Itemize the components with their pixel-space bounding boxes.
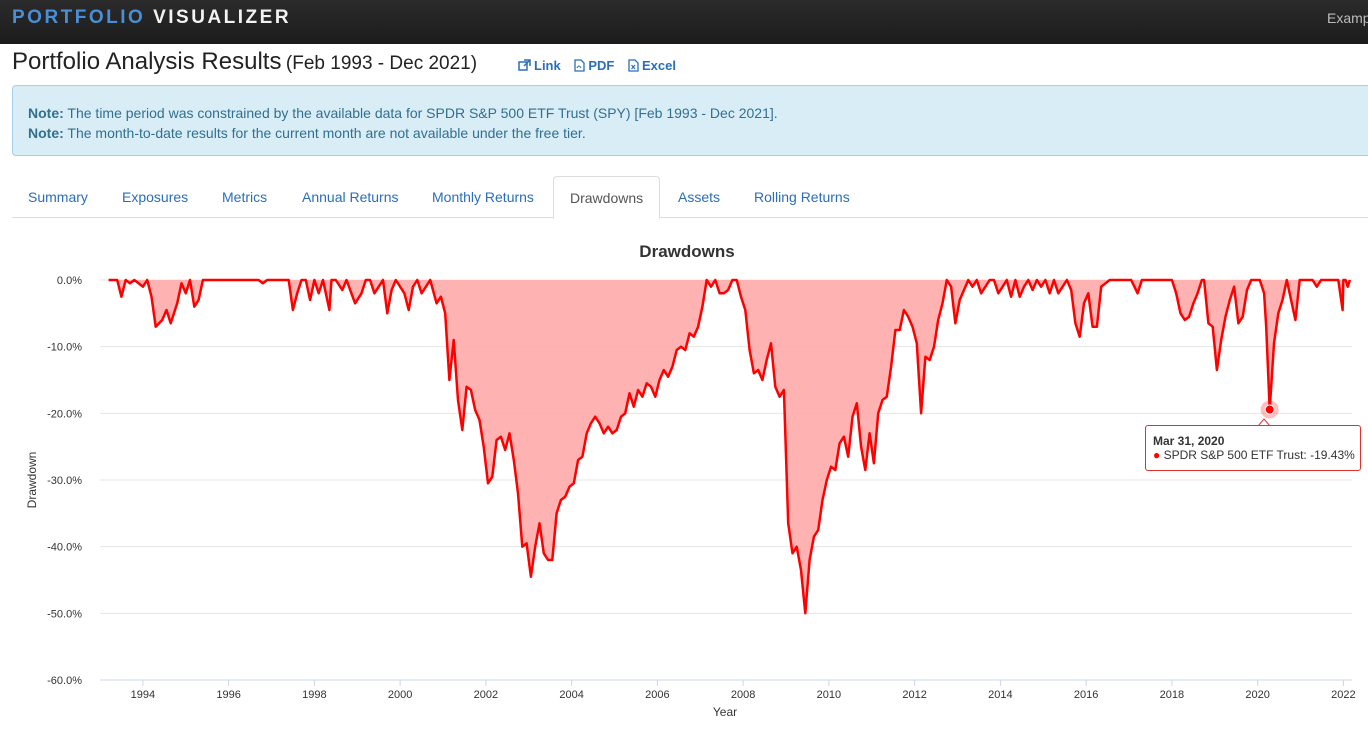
y-tick-label: -30.0% bbox=[47, 475, 82, 487]
x-tick-label: 2004 bbox=[559, 689, 583, 701]
results-tabs: Summary Exposures Metrics Annual Returns… bbox=[12, 176, 1368, 219]
note-line-1: Note: The time period was constrained by… bbox=[28, 103, 1368, 123]
note-text-1: The time period was constrained by the a… bbox=[67, 105, 778, 121]
highlight-point[interactable] bbox=[1264, 404, 1275, 415]
drawdown-line bbox=[108, 278, 1352, 615]
drawdowns-chart: Drawdowns 0.0% -10.0% -20.0% -30.0% -40.0% -5… bbox=[0, 225, 1368, 739]
x-tick-label: 2020 bbox=[1245, 689, 1269, 701]
tab-rolling-returns[interactable]: Rolling Returns bbox=[754, 189, 850, 205]
tab-drawdowns[interactable]: Drawdowns bbox=[553, 176, 661, 219]
link-button[interactable]: Link bbox=[518, 58, 561, 73]
series-dot-icon: ● bbox=[1153, 448, 1161, 462]
tooltip-value: SPDR S&P 500 ETF Trust: -19.43% bbox=[1163, 448, 1355, 462]
x-tick-label: 2016 bbox=[1074, 689, 1098, 701]
top-navbar: PORTFOLIO VISUALIZER Examp bbox=[0, 0, 1368, 44]
info-alert: Note: The time period was constrained by… bbox=[12, 85, 1368, 156]
note-label-2: Note: bbox=[28, 125, 64, 141]
note-line-2: Note: The month-to-date results for the … bbox=[28, 123, 1368, 143]
y-tick-label: 0.0% bbox=[57, 275, 82, 287]
pdf-file-icon bbox=[574, 59, 586, 72]
y-tick-label: -10.0% bbox=[47, 342, 82, 354]
chart-title: Drawdowns bbox=[639, 242, 734, 261]
x-axis-label: Year bbox=[713, 705, 737, 719]
navbar-right-item[interactable]: Examp bbox=[1327, 10, 1368, 26]
x-tick-label: 2008 bbox=[731, 689, 755, 701]
y-tick-label: -60.0% bbox=[47, 675, 82, 687]
x-tick-label: 2018 bbox=[1160, 689, 1184, 701]
excel-button[interactable]: Excel bbox=[628, 58, 676, 73]
tab-metrics[interactable]: Metrics bbox=[222, 189, 268, 205]
y-tick-label: -20.0% bbox=[47, 408, 82, 420]
x-tick-label: 1998 bbox=[302, 689, 326, 701]
brand-part2: VISUALIZER bbox=[153, 7, 292, 28]
x-tick-label: 2014 bbox=[988, 689, 1012, 701]
x-tick-label: 2000 bbox=[388, 689, 412, 701]
x-tick-label: 2012 bbox=[902, 689, 926, 701]
x-tick-label: 2006 bbox=[645, 689, 669, 701]
tooltip-date: Mar 31, 2020 bbox=[1153, 434, 1225, 448]
x-tick-label: 2022 bbox=[1331, 689, 1355, 701]
brand-logo[interactable]: PORTFOLIO VISUALIZER bbox=[12, 7, 291, 29]
export-actions: Link PDF Excel bbox=[518, 58, 686, 75]
tab-exposures[interactable]: Exposures bbox=[122, 189, 189, 205]
x-tick-label: 2010 bbox=[817, 689, 841, 701]
x-tick-label: 1994 bbox=[131, 689, 155, 701]
page-title-period: (Feb 1993 - Dec 2021) bbox=[285, 53, 478, 74]
drawdowns-chart-svg: Drawdowns 0.0% -10.0% -20.0% -30.0% -40.0% -5… bbox=[25, 242, 1356, 719]
x-tick-label: 1996 bbox=[216, 689, 240, 701]
pdf-button[interactable]: PDF bbox=[574, 58, 614, 73]
y-axis-label: Drawdown bbox=[25, 452, 39, 509]
pdf-label: PDF bbox=[588, 58, 615, 73]
chart-tooltip: Mar 31, 2020 ● SPDR S&P 500 ETF Trust: -… bbox=[1145, 425, 1361, 471]
note-text-2: The month-to-date results for the curren… bbox=[67, 125, 586, 141]
y-tick-label: -50.0% bbox=[47, 608, 82, 620]
excel-label: Excel bbox=[641, 58, 676, 73]
tab-assets[interactable]: Assets bbox=[678, 189, 721, 205]
tab-annual-returns[interactable]: Annual Returns bbox=[302, 189, 399, 205]
note-label-1: Note: bbox=[28, 105, 64, 121]
external-link-icon bbox=[518, 59, 531, 71]
tab-summary[interactable]: Summary bbox=[28, 189, 88, 205]
x-tick-label: 2002 bbox=[474, 689, 498, 701]
page-title-text: Portfolio Analysis Results bbox=[12, 48, 282, 75]
brand-part1: PORTFOLIO bbox=[12, 7, 146, 28]
excel-file-icon bbox=[628, 59, 639, 72]
tooltip-row: ● SPDR S&P 500 ETF Trust: -19.43% bbox=[1153, 448, 1360, 462]
tab-monthly-returns[interactable]: Monthly Returns bbox=[432, 189, 534, 205]
tooltip-pointer bbox=[1258, 418, 1270, 426]
y-tick-label: -40.0% bbox=[47, 542, 82, 554]
page-title: Portfolio Analysis Results (Feb 1993 - D… bbox=[12, 48, 477, 76]
link-label: Link bbox=[534, 58, 561, 73]
